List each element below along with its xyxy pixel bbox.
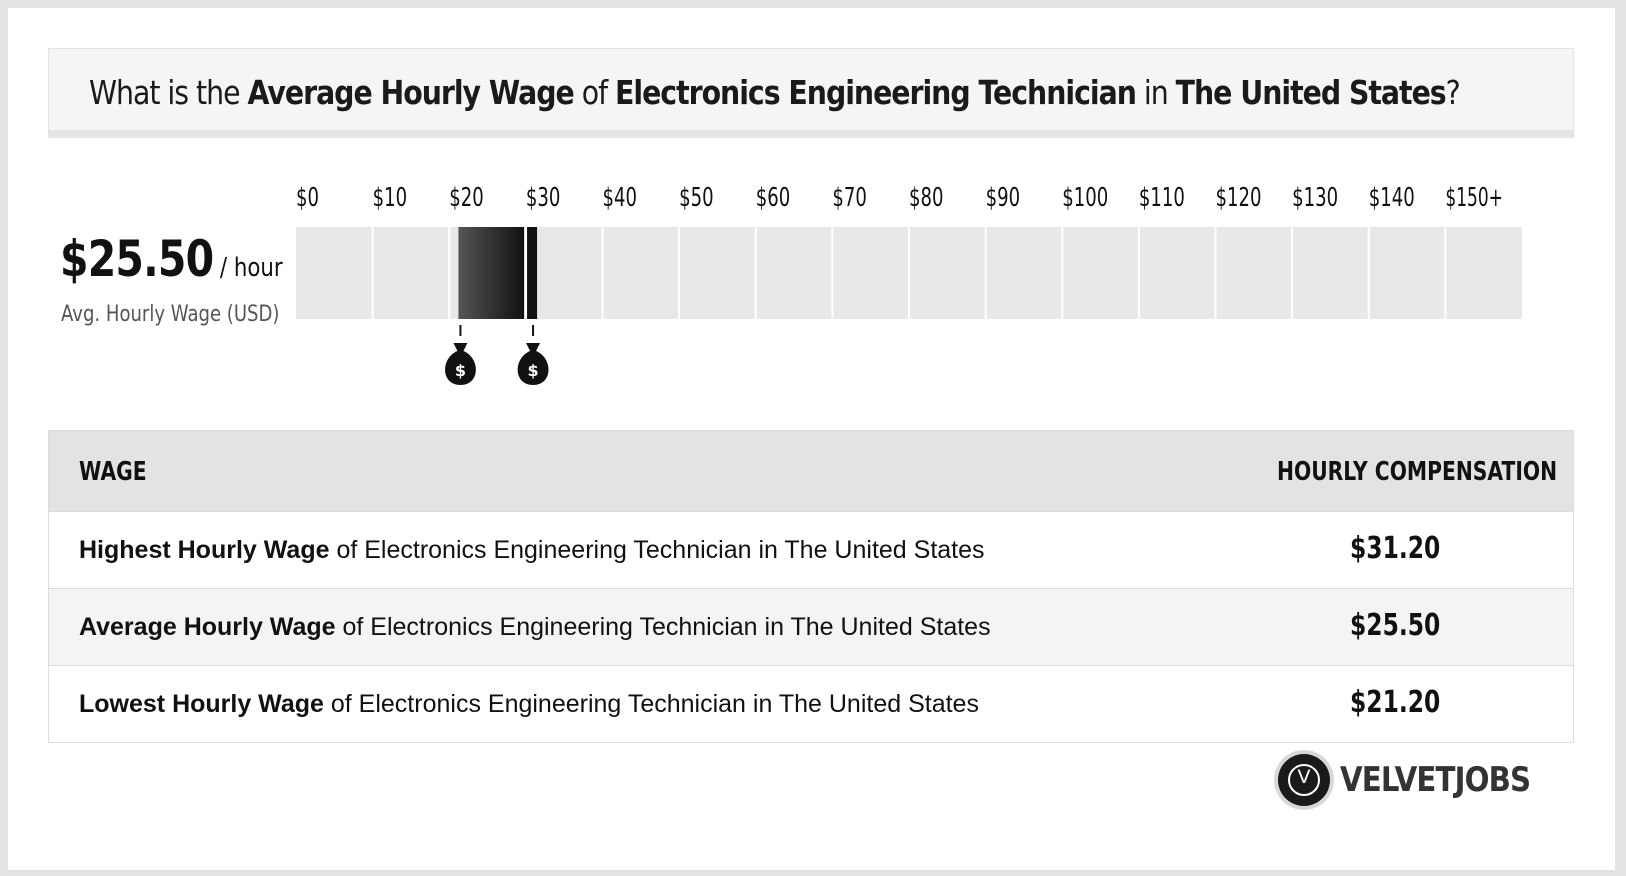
tick-label: $120: [1216, 183, 1262, 213]
brand-name: VELVETJOBS: [1340, 760, 1531, 800]
title-banner: What is the Average Hourly Wage of Elect…: [48, 48, 1574, 138]
velvetjobs-logo[interactable]: V VELVETJOBS: [1278, 754, 1538, 810]
tick-label: $30: [526, 183, 561, 213]
tick-label: $60: [756, 183, 791, 213]
row-label: Highest Hourly Wage of Electronics Engin…: [79, 536, 985, 564]
tick-label: $0: [296, 183, 319, 213]
table-header: WAGE HOURLY COMPENSATION: [49, 431, 1573, 511]
average-wage-caption: Avg. Hourly Wage (USD): [61, 302, 280, 327]
money-bag-glyph: $: [527, 361, 538, 380]
tick-label: $80: [909, 183, 944, 213]
high-wage-bar: [527, 227, 538, 319]
table-row: Highest Hourly Wage of Electronics Engin…: [49, 511, 1573, 588]
tick-label: $50: [679, 183, 714, 213]
page-title: What is the Average Hourly Wage of Elect…: [89, 73, 1461, 112]
average-wage-headline: $25.50/ hour: [60, 230, 283, 288]
row-value: $25.50: [1350, 608, 1441, 643]
wage-range-chart: $0 $10 $20 $30 $40 $50 $60 $70 $80 $90 $100 $110 $12…: [296, 183, 1522, 385]
row-label: Lowest Hourly Wage of Electronics Engine…: [79, 690, 979, 718]
money-bag-icon: [517, 343, 549, 385]
wage-table: WAGE HOURLY COMPENSATION Highest Hourly …: [48, 430, 1574, 743]
tick-label: $150+: [1445, 183, 1503, 213]
infographic-card: What is the Average Hourly Wage of Elect…: [8, 8, 1615, 870]
row-value: $31.20: [1350, 531, 1441, 566]
tick-label: $10: [373, 183, 408, 213]
wage-range-bar: [458, 227, 525, 319]
tick-label: $130: [1292, 183, 1338, 213]
table-row: Average Hourly Wage of Electronics Engin…: [49, 588, 1573, 665]
money-bag-glyph: $: [455, 361, 466, 380]
tick-label: $70: [832, 183, 867, 213]
row-value: $21.20: [1350, 685, 1441, 720]
tick-label: $20: [449, 183, 484, 213]
logo-badge-icon: [1278, 754, 1330, 806]
column-header-wage: WAGE: [79, 457, 147, 487]
tick-label: $140: [1369, 183, 1415, 213]
column-header-compensation: HOURLY COMPENSATION: [1277, 457, 1558, 487]
wage-unit: / hour: [219, 253, 283, 283]
average-wage-amount: $25.50: [60, 230, 214, 288]
table-row: Lowest Hourly Wage of Electronics Engine…: [49, 665, 1573, 742]
row-label: Average Hourly Wage of Electronics Engin…: [79, 613, 991, 641]
tick-label: $40: [603, 183, 638, 213]
money-bag-icon: [445, 343, 476, 385]
tick-label: $90: [986, 183, 1021, 213]
tick-label: $100: [1062, 183, 1108, 213]
tick-label: $110: [1139, 183, 1185, 213]
logo-letter: V: [1297, 766, 1311, 788]
